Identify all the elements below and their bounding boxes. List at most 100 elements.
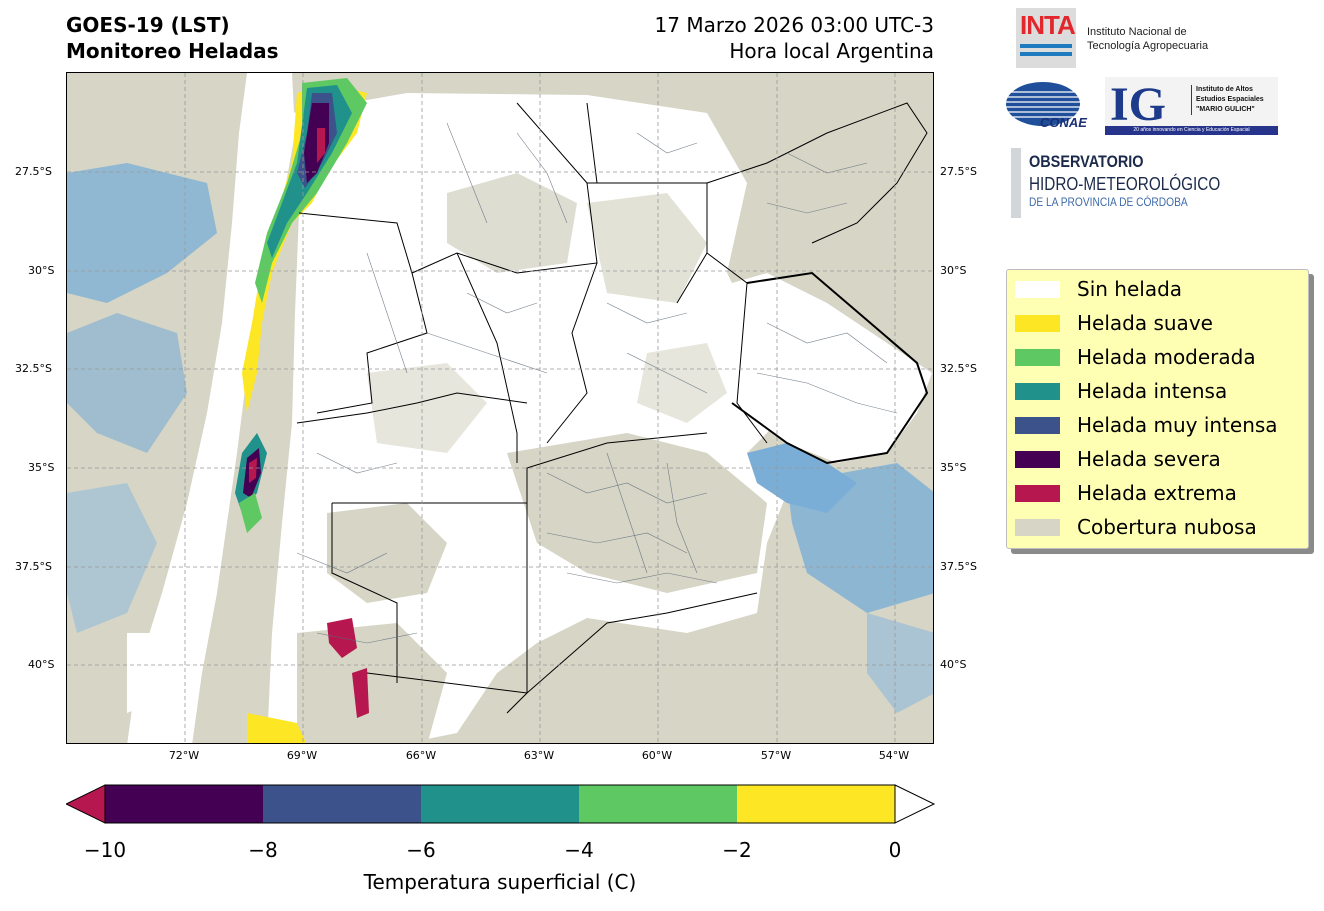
legend-swatch [1015, 349, 1060, 366]
atlantic-water-2 [867, 613, 933, 713]
lon-tick: 54°W [878, 749, 910, 762]
lat-tick-right: 40°S [940, 658, 967, 671]
inta-mark: INTA [1020, 10, 1076, 40]
lon-tick: 63°W [523, 749, 555, 762]
conae-logo [1006, 82, 1080, 126]
colorbar-tick: −10 [83, 838, 127, 862]
colorbar [66, 784, 936, 824]
ig-mark: IG [1110, 78, 1167, 131]
cloud-patch-3 [297, 623, 447, 743]
chile-white-strip [127, 73, 295, 743]
ig-line-3: "MARIO GULICH" [1196, 106, 1255, 113]
inta-name-line-1: Instituto Nacional de [1087, 26, 1187, 38]
title-line-1: GOES-19 (LST) [66, 13, 230, 37]
frost-south-3 [249, 458, 257, 483]
lat-tick-left: 32.5°S [15, 362, 52, 375]
obs-line-1: OBSERVATORIO [1029, 152, 1144, 171]
colorbar-segment [421, 785, 579, 823]
graticule [67, 73, 933, 743]
ig-band: 20 años innovando en Ciencia y Educación… [1105, 126, 1278, 135]
legend-swatch [1015, 383, 1060, 400]
legend-swatch [1015, 315, 1060, 332]
conae-mark: CONAE [1040, 115, 1087, 130]
ig-subtitle: Instituto de Altos Estudios Espaciales "… [1191, 85, 1264, 115]
obs-line-2: HIDRO-METEOROLÓGICO [1029, 174, 1221, 194]
colorbar-tick: −8 [248, 838, 278, 862]
department-boundaries [296, 122, 898, 644]
map-datetime: 17 Marzo 2026 03:00 UTC-3 Hora local Arg… [655, 12, 934, 64]
legend-item: Sin helada [1007, 272, 1307, 306]
legend-item: Helada suave [1007, 306, 1307, 340]
colorbar-segment [105, 785, 263, 823]
inta-name: Instituto Nacional de Tecnología Agropec… [1087, 25, 1208, 53]
legend-label: Helada severa [1077, 447, 1221, 471]
legend-swatch [1015, 451, 1060, 468]
legend-label: Helada moderada [1077, 345, 1256, 369]
legend-label: Cobertura nubosa [1077, 515, 1257, 539]
frost-pixels [235, 78, 369, 743]
lat-tick-left: 40°S [28, 658, 55, 671]
lat-tick-right: 30°S [940, 264, 967, 277]
lat-tick-left: 27.5°S [15, 165, 52, 178]
frost-south-yellow [247, 713, 307, 743]
lat-tick-left: 30°S [28, 264, 55, 277]
province-boundaries [296, 102, 929, 714]
lat-tick-right: 32.5°S [940, 362, 977, 375]
atlantic-water-1 [787, 463, 933, 613]
colorbar-under-arrow [66, 784, 106, 824]
frost-south-6 [352, 668, 369, 718]
legend-swatch [1015, 281, 1060, 298]
legend-label: Helada extrema [1077, 481, 1237, 505]
datetime-line-2: Hora local Argentina [729, 39, 934, 63]
map-title: GOES-19 (LST) Monitoreo Heladas [66, 12, 279, 64]
inta-name-line-2: Tecnología Agropecuaria [1087, 40, 1209, 52]
legend-swatch [1015, 519, 1060, 536]
frost-magenta-core [317, 128, 325, 163]
ig-line-1: Instituto de Altos [1196, 86, 1253, 93]
cloud-patch-4 [447, 173, 577, 273]
ig-logo: IG Instituto de Altos Estudios Espaciale… [1105, 77, 1278, 135]
legend-label: Helada muy intensa [1077, 413, 1278, 437]
map-canvas [67, 73, 933, 743]
datetime-line-1: 17 Marzo 2026 03:00 UTC-3 [654, 13, 934, 37]
legend-swatch [1015, 417, 1060, 434]
frost-map [66, 72, 934, 744]
lat-tick-left: 35°S [28, 461, 55, 474]
lat-tick-right: 37.5°S [940, 560, 977, 573]
legend: Sin helada Helada suave Helada moderada … [1006, 269, 1309, 549]
pacific-water-4 [127, 633, 187, 713]
inta-logo: INTA [1016, 8, 1076, 68]
legend-swatch [1015, 485, 1060, 502]
ig-line-2: Estudios Espaciales [1196, 96, 1264, 103]
lat-tick-right: 35°S [940, 461, 967, 474]
lon-tick: 60°W [641, 749, 673, 762]
legend-label: Helada intensa [1077, 379, 1228, 403]
uruguay-region [722, 273, 932, 463]
legend-item: Helada extrema [1007, 476, 1307, 510]
cloud-patch-5 [587, 193, 707, 303]
pacific-water-1 [67, 163, 217, 303]
colorbar-tick: −6 [406, 838, 436, 862]
lon-tick: 66°W [405, 749, 437, 762]
cloud-patch-6 [367, 363, 487, 453]
lon-tick: 57°W [760, 749, 792, 762]
cloud-patch-7 [637, 343, 727, 423]
frost-south-4 [239, 493, 262, 533]
legend-label: Helada suave [1077, 311, 1213, 335]
legend-item: Helada muy intensa [1007, 408, 1307, 442]
colorbar-tick: −4 [564, 838, 594, 862]
legend-item: Helada intensa [1007, 374, 1307, 408]
colorbar-tick: −2 [722, 838, 752, 862]
title-line-2: Monitoreo Heladas [66, 39, 279, 63]
pacific-water-3 [67, 483, 157, 633]
legend-label: Sin helada [1077, 277, 1183, 301]
lon-tick: 69°W [286, 749, 318, 762]
legend-item: Helada moderada [1007, 340, 1307, 374]
colorbar-segment [737, 785, 895, 823]
legend-item: Helada severa [1007, 442, 1307, 476]
lat-tick-left: 37.5°S [15, 560, 52, 573]
colorbar-tick: 0 [888, 838, 902, 862]
colorbar-label: Temperatura superficial (C) [363, 870, 637, 894]
cloud-patch-1 [507, 433, 767, 593]
legend-item: Cobertura nubosa [1007, 510, 1307, 544]
